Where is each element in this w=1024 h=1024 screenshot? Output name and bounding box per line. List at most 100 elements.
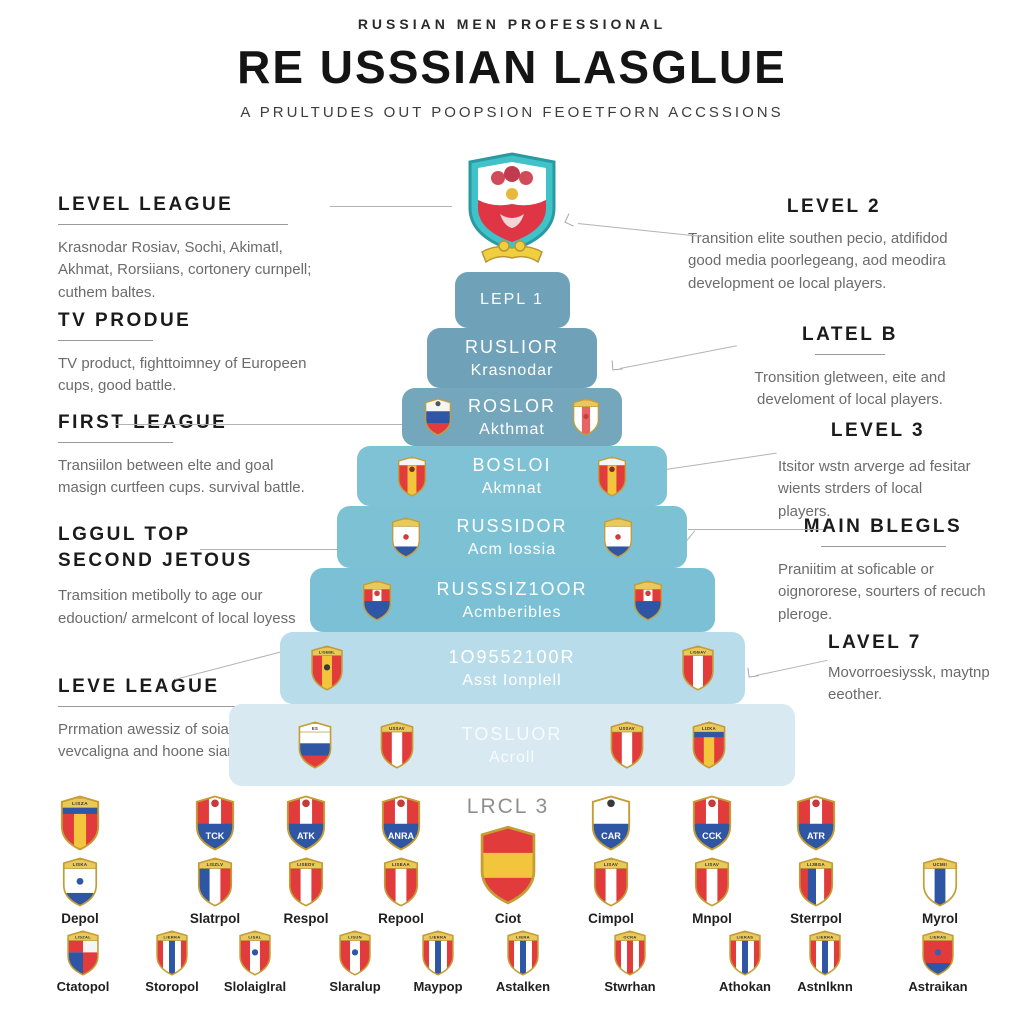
- annotation-body: Tronsition gletween, eite and develoment…: [754, 368, 946, 409]
- annotation-body: Krasnodar Rosiav, Sochi, Akimatl, Akhmat…: [58, 238, 312, 301]
- svg-text:TCK: TCK: [206, 831, 225, 841]
- svg-text:LISZA: LISZA: [72, 801, 88, 807]
- club-column-ctatopol: LISZAL Ctatopol: [35, 930, 131, 1006]
- pyramid-tier-6: RUSSSIZ1OOR Acmberibles: [309, 568, 715, 632]
- svg-text:CAR: CAR: [601, 831, 621, 841]
- tier-label: LEPL 1: [480, 291, 544, 308]
- club-label: Repool: [378, 911, 424, 926]
- svg-text:LISKA: LISKA: [73, 862, 88, 867]
- svg-text:LISEDV: LISEDV: [297, 862, 315, 867]
- svg-text:OCRA: OCRA: [623, 934, 636, 939]
- club-crest: CCK: [688, 795, 736, 856]
- pyramid-tier-7: LISBBL 1O9552100R Asst Ionplell LISBAV: [279, 632, 745, 704]
- club-label: Sterrpol: [790, 911, 842, 926]
- club-label: Athokan: [719, 979, 771, 994]
- club-crest: LISAV: [589, 857, 633, 912]
- club-column-astalken: LIERA Astalken: [475, 930, 571, 1006]
- club-label: Slaralup: [329, 979, 381, 994]
- svg-text:ANRA: ANRA: [388, 831, 415, 841]
- club-label: Astnlknn: [797, 979, 853, 994]
- club-crest-large: [472, 825, 544, 910]
- underline: [820, 545, 946, 547]
- lrcl-label: LRCL 3: [466, 795, 550, 818]
- club-crest: LISUN: [335, 930, 375, 981]
- svg-text:USSAV: USSAV: [389, 726, 405, 731]
- tier-shields-left: [395, 455, 429, 497]
- club-crest: LISZA: [56, 795, 104, 856]
- annotation-body: Transition elite southen pecio, atdifido…: [688, 229, 948, 292]
- club-column-athokan: LIERAS Athokan: [697, 930, 793, 1006]
- club-column-repool: ANRA LISEAA Repool: [346, 795, 456, 933]
- club-crest: ANRA: [377, 795, 425, 856]
- tier-label: RUSSSIZ1OOR Acmberibles: [436, 578, 588, 621]
- club-column-cimpol: CAR LISAV Cimpol: [556, 795, 666, 933]
- annotation-title: LGGUL TOP SECOND JETOUS: [58, 524, 253, 571]
- club-label: Mnpol: [692, 911, 732, 926]
- arrowhead-icon: [564, 213, 578, 227]
- annotation-title: TV PRODUE: [58, 310, 192, 331]
- club-label: Astalken: [495, 979, 551, 994]
- club-crest: ATR: [792, 795, 840, 856]
- club-label: Ciot: [494, 911, 522, 926]
- pyramid-tier-8: ES USSAV TOSLUOR Acroll USSAV LIZKA: [229, 704, 795, 786]
- tier-label: BOSLOI Akmnat: [472, 454, 552, 497]
- annotation-latel-b: LATEL B Tronsition gletween, eite and de…: [730, 322, 970, 412]
- svg-text:LIJBGA: LIJBGA: [807, 862, 826, 867]
- annotation-body: Transiilon between elte and goal masign …: [58, 456, 305, 497]
- tier-label: 1O9552100R Asst Ionplell: [448, 646, 576, 689]
- club-label: Depol: [61, 911, 99, 926]
- pyramid-tier-2: RUSLIOR Krasnodar: [427, 328, 597, 388]
- underline: [58, 705, 248, 707]
- tier-label: TOSLUOR Acroll: [461, 723, 563, 766]
- tier-shields-left: LISBBL: [308, 645, 346, 691]
- club-label: Ctatopol: [56, 979, 110, 994]
- club-crest: LISAV: [690, 857, 734, 912]
- annotation-title: LEVEL LEAGUE: [58, 194, 234, 215]
- footer-columns: LISZA LISKA Depol TCK LISZLV Slatrpol ATK LISED…: [0, 795, 1024, 935]
- connector-line: [115, 424, 407, 425]
- annotation-body: Tramsition metibolly to age our edouctio…: [58, 587, 296, 627]
- svg-text:LISBAV: LISBAV: [689, 649, 705, 654]
- annotation-first-league: FIRST LEAGUE Transiilon between elte and…: [58, 410, 318, 500]
- svg-text:ATK: ATK: [297, 831, 315, 841]
- annotation-title: LEVEL 3: [830, 420, 926, 441]
- annotation-body: TV product, fighttoimney of Europeen cup…: [58, 354, 307, 395]
- club-label: Slatrpol: [189, 911, 241, 926]
- header-subtitle: A PRULTUDES OUT POOPSION FEOETFORN ACCSS…: [240, 104, 784, 121]
- annotation-second-jetous: LGGUL TOP SECOND JETOUS Tramsition metib…: [58, 522, 328, 630]
- footer-row-bottom: LISZAL Ctatopol LIERRA Storopol LISAL Slolaig…: [0, 930, 1024, 1010]
- club-column-mnpol: CCK LISAV Mnpol: [657, 795, 767, 933]
- header-eyebrow: RUSSIAN MEN PROFESSIONAL: [357, 16, 667, 32]
- club-crest: LISEDV: [284, 857, 328, 912]
- header: RUSSIAN MEN PROFESSIONAL RE USSSIAN LASG…: [0, 16, 1024, 121]
- pyramid: LEPL 1 RUSLIOR Krasnodar ROSLOR Akthmat BOSLO…: [0, 272, 1024, 786]
- annotation-title: MAIN BLEGLS: [803, 516, 963, 537]
- connector-line: [688, 529, 823, 530]
- club-label: Myrol: [921, 911, 958, 926]
- annotation-title: LEVE LEAGUE: [58, 676, 220, 697]
- club-label: Maypop: [413, 979, 463, 994]
- club-crest: LIERAS: [725, 930, 765, 981]
- annotation-title: LEVEL 2: [786, 196, 882, 217]
- club-crest: LIERRA: [152, 930, 192, 981]
- annotation-body: Movorroesiyssk, maytnp eeother.: [828, 663, 990, 704]
- tier-shields-right: [595, 455, 629, 497]
- club-column-slatrpol: TCK LISZLV Slatrpol: [160, 795, 270, 933]
- club-column-depol: LISZA LISKA Depol: [25, 795, 135, 933]
- club-label: Storopol: [145, 979, 199, 994]
- club-crest: LISZLV: [193, 857, 237, 912]
- club-crest: LISAL: [235, 930, 275, 981]
- club-column-respol: ATK LISEDV Respol: [251, 795, 361, 933]
- annotation-level-2: LEVEL 2 Transition elite southen pecio, …: [688, 194, 980, 295]
- tier-shields-left: [360, 579, 394, 621]
- club-crest: ATK: [282, 795, 330, 856]
- club-crest: LIERA: [503, 930, 543, 981]
- svg-text:LISAV: LISAV: [705, 862, 719, 867]
- annotation-level-league: LEVEL LEAGUE Krasnodar Rosiav, Sochi, Ak…: [58, 192, 318, 304]
- tier-shields-right: [570, 398, 602, 436]
- svg-text:LIERRA: LIERRA: [164, 934, 181, 939]
- connector-line: [200, 549, 348, 550]
- annotation-main-blegls: MAIN BLEGLS Praniitim at soficable or oi…: [778, 514, 988, 626]
- svg-text:LISBBL: LISBBL: [318, 649, 335, 654]
